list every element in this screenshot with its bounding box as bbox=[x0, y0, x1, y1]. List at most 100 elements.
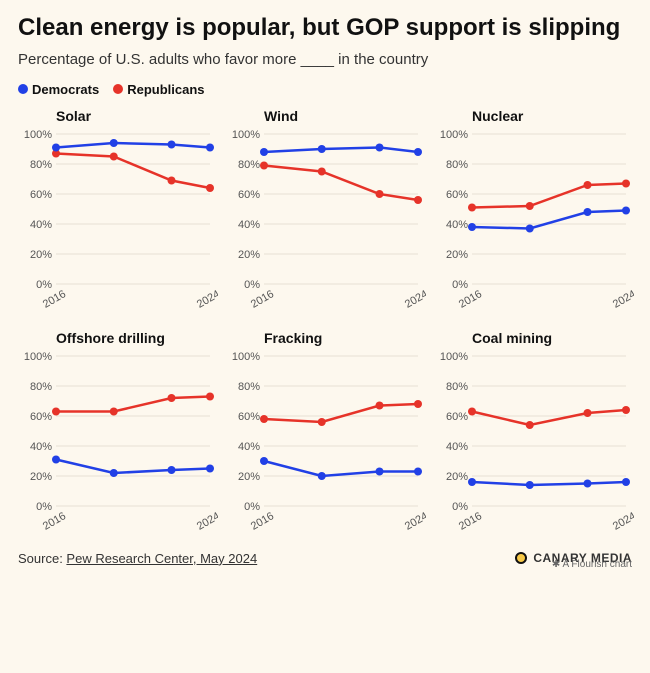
svg-text:2016: 2016 bbox=[457, 510, 484, 533]
dem-line bbox=[264, 147, 418, 152]
dem-marker bbox=[526, 224, 534, 232]
svg-text:100%: 100% bbox=[24, 129, 52, 141]
svg-text:40%: 40% bbox=[446, 441, 468, 453]
legend: Democrats Republicans bbox=[18, 82, 632, 97]
svg-text:2024: 2024 bbox=[195, 288, 218, 311]
rep-marker bbox=[110, 152, 118, 160]
rep-line bbox=[472, 183, 626, 207]
svg-text:0%: 0% bbox=[452, 501, 468, 513]
dem-marker bbox=[584, 479, 592, 487]
dem-marker bbox=[52, 143, 60, 151]
rep-marker bbox=[414, 400, 422, 408]
rep-marker bbox=[622, 406, 630, 414]
rep-marker bbox=[468, 407, 476, 415]
rep-marker bbox=[584, 181, 592, 189]
svg-text:0%: 0% bbox=[36, 501, 52, 513]
panel-coal-mining: Coal mining0%20%40%60%80%100%20162024 bbox=[434, 327, 634, 543]
svg-text:2024: 2024 bbox=[611, 288, 634, 311]
flourish-credit: ✱ A Flourish chart bbox=[552, 559, 632, 570]
svg-text:100%: 100% bbox=[440, 351, 468, 363]
svg-text:60%: 60% bbox=[238, 411, 260, 423]
panel-svg: 0%20%40%60%80%100%20162024 bbox=[18, 126, 218, 316]
svg-text:40%: 40% bbox=[30, 441, 52, 453]
rep-line bbox=[56, 153, 210, 188]
rep-marker bbox=[318, 167, 326, 175]
rep-marker bbox=[376, 190, 384, 198]
panel-wind: Wind0%20%40%60%80%100%20162024 bbox=[226, 105, 426, 321]
svg-text:100%: 100% bbox=[440, 129, 468, 141]
panel-svg: 0%20%40%60%80%100%20162024 bbox=[18, 348, 218, 538]
panel-svg: 0%20%40%60%80%100%20162024 bbox=[226, 126, 426, 316]
dem-marker bbox=[52, 455, 60, 463]
svg-text:0%: 0% bbox=[244, 279, 260, 291]
dem-line bbox=[472, 210, 626, 228]
rep-marker bbox=[376, 401, 384, 409]
rep-marker bbox=[526, 202, 534, 210]
dem-marker bbox=[468, 478, 476, 486]
dem-marker bbox=[376, 143, 384, 151]
source-line: Source: Pew Research Center, May 2024 bbox=[18, 551, 257, 566]
rep-marker bbox=[468, 203, 476, 211]
panel-title: Coal mining bbox=[472, 330, 634, 346]
svg-text:80%: 80% bbox=[446, 381, 468, 393]
svg-text:0%: 0% bbox=[452, 279, 468, 291]
legend-swatch-dem bbox=[18, 84, 28, 94]
rep-line bbox=[264, 404, 418, 422]
rep-marker bbox=[414, 196, 422, 204]
panel-title: Offshore drilling bbox=[56, 330, 218, 346]
svg-text:60%: 60% bbox=[30, 189, 52, 201]
svg-text:80%: 80% bbox=[446, 159, 468, 171]
svg-text:2024: 2024 bbox=[195, 510, 218, 533]
dem-marker bbox=[110, 469, 118, 477]
rep-marker bbox=[168, 176, 176, 184]
panel-solar: Solar0%20%40%60%80%100%20162024 bbox=[18, 105, 218, 321]
svg-text:20%: 20% bbox=[446, 471, 468, 483]
svg-text:20%: 20% bbox=[238, 249, 260, 261]
rep-marker bbox=[168, 394, 176, 402]
chart-subtitle: Percentage of U.S. adults who favor more… bbox=[18, 51, 632, 68]
svg-text:0%: 0% bbox=[244, 501, 260, 513]
dem-marker bbox=[168, 466, 176, 474]
panel-nuclear: Nuclear0%20%40%60%80%100%20162024 bbox=[434, 105, 634, 321]
dem-marker bbox=[110, 139, 118, 147]
dem-marker bbox=[526, 481, 534, 489]
svg-text:40%: 40% bbox=[238, 441, 260, 453]
brand-dot-icon bbox=[515, 552, 527, 564]
dem-marker bbox=[376, 467, 384, 475]
dem-marker bbox=[414, 148, 422, 156]
svg-text:60%: 60% bbox=[446, 411, 468, 423]
panel-offshore-drilling: Offshore drilling0%20%40%60%80%100%20162… bbox=[18, 327, 218, 543]
dem-line bbox=[264, 461, 418, 476]
rep-line bbox=[56, 396, 210, 411]
legend-item-dem: Democrats bbox=[18, 82, 99, 97]
dem-marker bbox=[206, 143, 214, 151]
dem-marker bbox=[468, 223, 476, 231]
panel-svg: 0%20%40%60%80%100%20162024 bbox=[226, 348, 426, 538]
dem-marker bbox=[414, 467, 422, 475]
dem-marker bbox=[260, 457, 268, 465]
panel-title: Solar bbox=[56, 108, 218, 124]
svg-text:60%: 60% bbox=[238, 189, 260, 201]
source-link[interactable]: Pew Research Center, May 2024 bbox=[66, 551, 257, 566]
svg-text:100%: 100% bbox=[24, 351, 52, 363]
svg-text:40%: 40% bbox=[30, 219, 52, 231]
svg-text:40%: 40% bbox=[446, 219, 468, 231]
dem-line bbox=[472, 482, 626, 485]
svg-text:40%: 40% bbox=[238, 219, 260, 231]
panel-title: Fracking bbox=[264, 330, 426, 346]
svg-text:80%: 80% bbox=[30, 381, 52, 393]
rep-marker bbox=[52, 407, 60, 415]
legend-swatch-rep bbox=[113, 84, 123, 94]
svg-text:2016: 2016 bbox=[249, 288, 276, 311]
svg-text:80%: 80% bbox=[238, 381, 260, 393]
panel-fracking: Fracking0%20%40%60%80%100%20162024 bbox=[226, 327, 426, 543]
svg-text:80%: 80% bbox=[30, 159, 52, 171]
svg-text:20%: 20% bbox=[446, 249, 468, 261]
dem-marker bbox=[168, 140, 176, 148]
chart-title: Clean energy is popular, but GOP support… bbox=[18, 14, 632, 43]
legend-label-dem: Democrats bbox=[32, 82, 99, 97]
svg-text:20%: 20% bbox=[30, 249, 52, 261]
rep-marker bbox=[260, 161, 268, 169]
svg-text:60%: 60% bbox=[30, 411, 52, 423]
svg-text:2016: 2016 bbox=[41, 288, 68, 311]
